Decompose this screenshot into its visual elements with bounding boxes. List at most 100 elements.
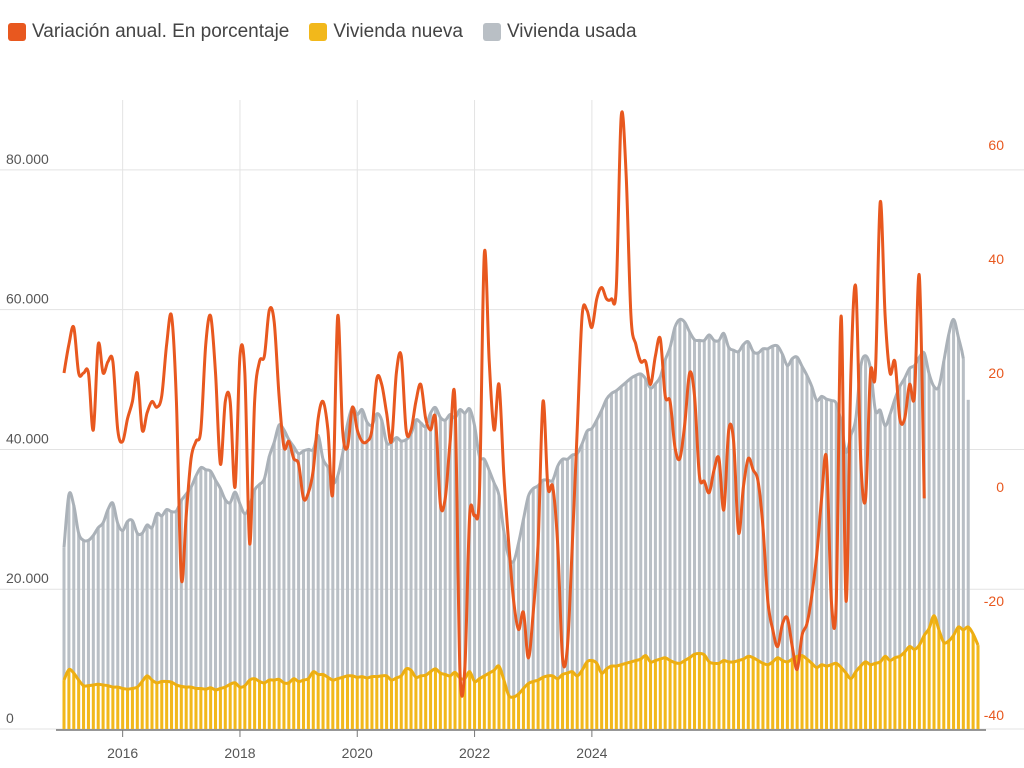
bar-vivienda-usada	[624, 382, 628, 664]
bar-vivienda-nueva	[541, 677, 545, 729]
bar-vivienda-nueva	[619, 664, 623, 729]
bar-vivienda-nueva	[888, 660, 892, 729]
bar-vivienda-nueva	[570, 671, 574, 729]
bar-vivienda-usada	[785, 365, 789, 662]
bar-vivienda-usada	[404, 439, 408, 669]
bar-vivienda-usada	[551, 480, 555, 676]
bar-vivienda-nueva	[404, 668, 408, 729]
outline-vivienda-nueva	[62, 614, 980, 699]
bar-vivienda-nueva	[287, 682, 291, 729]
legend-item-vivienda-nueva[interactable]: Vivienda nueva	[309, 21, 463, 43]
bar-vivienda-usada	[448, 414, 452, 676]
bar-vivienda-usada	[531, 488, 535, 682]
bar-vivienda-nueva	[971, 633, 975, 729]
legend-item-variacion[interactable]: Variación anual. En porcentaje	[8, 21, 289, 43]
bar-vivienda-nueva	[790, 659, 794, 729]
bar-vivienda-usada	[345, 424, 350, 676]
bar-vivienda-usada	[336, 476, 340, 679]
bar-vivienda-usada	[272, 442, 276, 681]
bar-vivienda-nueva	[932, 615, 936, 729]
bar-vivienda-usada	[443, 420, 447, 675]
bar-vivienda-usada	[257, 484, 262, 682]
bar-vivienda-usada	[864, 355, 868, 662]
bar-vivienda-nueva	[561, 674, 565, 729]
bar-vivienda-nueva	[297, 681, 301, 729]
bar-vivienda-nueva	[179, 686, 183, 729]
bar-vivienda-nueva	[883, 656, 887, 729]
bar-vivienda-nueva	[453, 672, 457, 729]
bar-vivienda-usada	[233, 492, 237, 683]
bars-vivienda-usada	[62, 317, 970, 697]
bar-vivienda-nueva	[253, 678, 257, 729]
bar-vivienda-nueva	[277, 679, 281, 729]
bar-vivienda-nueva	[385, 675, 389, 729]
bar-vivienda-nueva	[443, 674, 447, 729]
bar-vivienda-nueva	[668, 660, 672, 729]
y-left-tick-label: 0	[6, 710, 14, 726]
y-left-tick-label: 80.000	[6, 151, 49, 167]
legend: Variación anual. En porcentaje Vivienda …	[8, 16, 657, 48]
bar-vivienda-nueva	[702, 654, 706, 729]
bar-vivienda-nueva	[600, 673, 604, 729]
bar-vivienda-nueva	[878, 661, 882, 729]
bar-vivienda-usada	[424, 426, 428, 676]
bar-vivienda-usada	[956, 337, 960, 627]
bar-vivienda-usada	[859, 366, 863, 667]
bar-vivienda-nueva	[966, 626, 970, 729]
bar-vivienda-nueva	[218, 688, 222, 729]
bar-vivienda-usada	[199, 467, 203, 689]
bar-vivienda-nueva	[96, 684, 100, 729]
bar-vivienda-usada	[756, 352, 760, 661]
bar-vivienda-nueva	[355, 677, 359, 729]
bar-vivienda-usada	[937, 386, 941, 630]
bar-vivienda-usada	[512, 561, 516, 697]
bar-vivienda-nueva	[854, 671, 858, 729]
bar-vivienda-nueva	[820, 664, 824, 729]
bar-vivienda-nueva	[707, 661, 711, 729]
bar-vivienda-usada	[341, 453, 345, 678]
bar-vivienda-usada	[228, 502, 232, 685]
bar-vivienda-nueva	[922, 635, 926, 729]
bar-vivienda-usada	[502, 531, 506, 681]
bar-vivienda-usada	[96, 527, 100, 685]
bar-vivienda-nueva	[126, 689, 130, 729]
bar-vivienda-nueva	[292, 678, 296, 729]
bar-vivienda-usada	[62, 547, 66, 681]
bar-vivienda-usada	[961, 358, 965, 630]
bar-vivienda-nueva	[473, 681, 477, 729]
bar-vivienda-nueva	[135, 687, 139, 729]
bar-vivienda-usada	[868, 368, 872, 665]
bar-vivienda-nueva	[507, 695, 511, 729]
bar-vivienda-usada	[517, 543, 521, 695]
bar-vivienda-nueva	[497, 666, 501, 729]
bar-vivienda-usada	[702, 340, 706, 655]
bar-vivienda-nueva	[839, 667, 843, 729]
bar-vivienda-nueva	[864, 661, 868, 729]
bar-vivienda-usada	[155, 513, 159, 683]
bar-vivienda-usada	[316, 435, 320, 675]
outline-vivienda-usada	[62, 317, 965, 564]
legend-item-vivienda-usada[interactable]: Vivienda usada	[482, 21, 637, 43]
bar-vivienda-nueva	[736, 660, 741, 729]
bar-vivienda-nueva	[746, 656, 750, 729]
bar-vivienda-usada	[932, 386, 936, 616]
bar-vivienda-usada	[223, 499, 227, 688]
bar-vivienda-usada	[507, 557, 511, 696]
bar-vivienda-nueva	[502, 680, 506, 729]
bar-vivienda-nueva	[800, 655, 804, 729]
bar-vivienda-usada	[546, 480, 550, 676]
bar-vivienda-nueva	[658, 659, 662, 729]
bar-vivienda-usada	[311, 449, 315, 672]
bar-vivienda-usada	[135, 533, 139, 688]
bar-vivienda-usada	[218, 488, 222, 689]
bar-vivienda-usada	[712, 340, 716, 664]
bar-vivienda-usada	[629, 378, 633, 662]
bar-vivienda-nueva	[741, 659, 745, 729]
bar-vivienda-usada	[644, 378, 648, 656]
bar-vivienda-nueva	[194, 688, 198, 729]
bar-vivienda-nueva	[238, 687, 242, 729]
bar-vivienda-nueva	[868, 664, 872, 729]
bar-vivienda-nueva	[77, 680, 81, 729]
bar-vivienda-nueva	[223, 687, 227, 729]
